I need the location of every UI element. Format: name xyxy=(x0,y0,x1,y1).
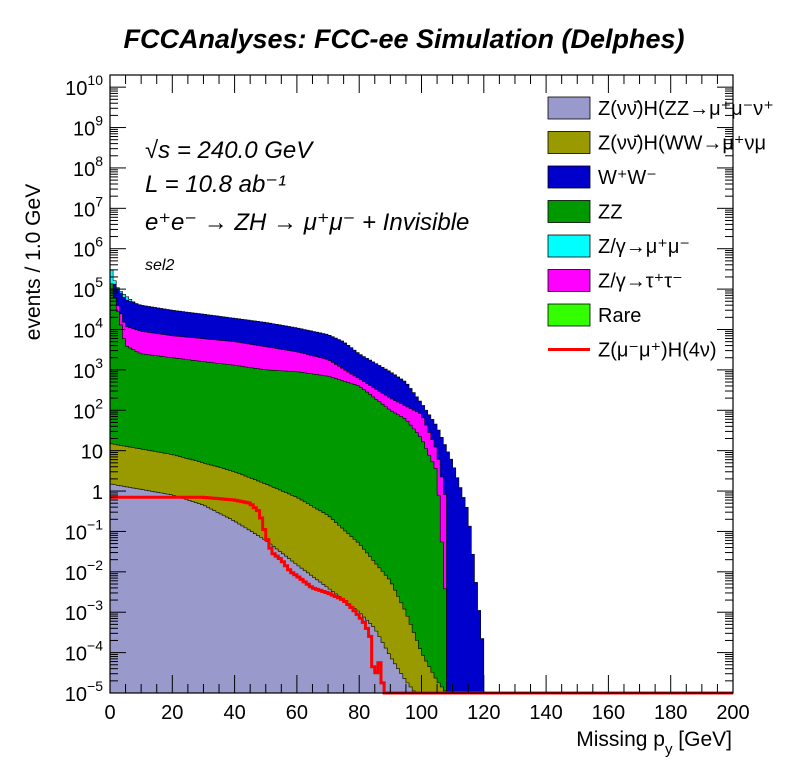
legend-label: Z(μ⁻μ⁺)H(4ν) xyxy=(598,340,717,362)
y-tick-label: 106 xyxy=(73,234,103,262)
legend-label: Z(νν̄)H(ZZ→μ⁺μ⁻ν⁺ xyxy=(598,98,774,120)
x-tick-label: 20 xyxy=(161,702,183,724)
legend-label: Z(νν̄)H(WW→μ⁺νμ xyxy=(598,133,766,155)
x-axis-label: Missing py [GeV] xyxy=(576,728,732,758)
y-tick-label: 109 xyxy=(73,113,103,141)
x-tick-label: 80 xyxy=(348,702,370,724)
y-tick-label: 10−3 xyxy=(65,597,103,625)
y-tick-label: 10−4 xyxy=(65,638,103,666)
legend-swatch xyxy=(547,96,591,120)
legend-label: Z/γ→τ⁺τ⁻ xyxy=(598,271,683,293)
annotation-lumi: L = 10.8 ab⁻¹ xyxy=(145,171,286,198)
x-tick-label: 160 xyxy=(592,702,625,724)
x-tick-label: 140 xyxy=(529,702,562,724)
legend-swatch xyxy=(547,131,591,154)
legend-swatch xyxy=(547,200,591,223)
y-tick-label: 1 xyxy=(92,482,103,504)
x-tick-label: 120 xyxy=(467,702,500,724)
y-tick-label: 103 xyxy=(73,355,103,383)
y-tick-label: 104 xyxy=(73,314,103,342)
x-tick-label: 180 xyxy=(654,702,687,724)
legend: Z(νν̄)H(ZZ→μ⁺μ⁻ν⁺ Z(νν̄)H(WW→μ⁺νμ W⁺W⁻ ZZ Z/… xyxy=(547,96,774,362)
y-tick-label: 102 xyxy=(73,395,103,423)
x-tick-label: 200 xyxy=(716,702,749,724)
y-tick-label: 10−1 xyxy=(65,516,103,544)
y-tick-label: 10 xyxy=(81,442,103,464)
legend-swatch xyxy=(547,303,591,327)
y-axis: 101010910810710610510410310210110−110−21… xyxy=(65,72,733,706)
legend-swatch xyxy=(547,269,591,292)
y-tick-label: 108 xyxy=(73,153,103,181)
y-tick-label: 1010 xyxy=(65,72,103,100)
chart-title: FCCAnalyses: FCC-ee Simulation (Delphes) xyxy=(123,24,684,54)
x-tick-label: 40 xyxy=(223,702,245,724)
legend-label: W⁺W⁻ xyxy=(598,167,657,189)
legend-swatch xyxy=(547,165,591,189)
y-tick-label: 10−5 xyxy=(65,678,103,706)
x-tick-label: 60 xyxy=(286,702,308,724)
y-tick-label: 107 xyxy=(73,193,103,221)
annotation-selection: sel2 xyxy=(145,257,174,274)
y-axis-label: events / 1.0 GeV xyxy=(22,184,45,340)
plot-area xyxy=(109,269,733,695)
legend-label: ZZ xyxy=(598,202,622,224)
annotation-energy: √s = 240.0 GeV xyxy=(145,137,314,164)
y-tick-label: 105 xyxy=(73,274,103,302)
legend-label: Z/γ→μ⁺μ⁻ xyxy=(598,236,690,258)
x-tick-label: 100 xyxy=(405,702,438,724)
y-tick-label: 10−2 xyxy=(65,557,103,585)
annotations: √s = 240.0 GeV L = 10.8 ab⁻¹ e⁺e⁻ → ZH →… xyxy=(145,137,469,274)
x-axis: 0 20 40 60 80 100 120 140 160 180 200 xyxy=(104,75,750,724)
legend-swatch xyxy=(547,234,591,258)
x-tick-label: 0 xyxy=(104,702,115,724)
annotation-process: e⁺e⁻ → ZH → μ⁺μ⁻ + Invisible xyxy=(145,209,469,236)
legend-label: Rare xyxy=(598,305,641,327)
